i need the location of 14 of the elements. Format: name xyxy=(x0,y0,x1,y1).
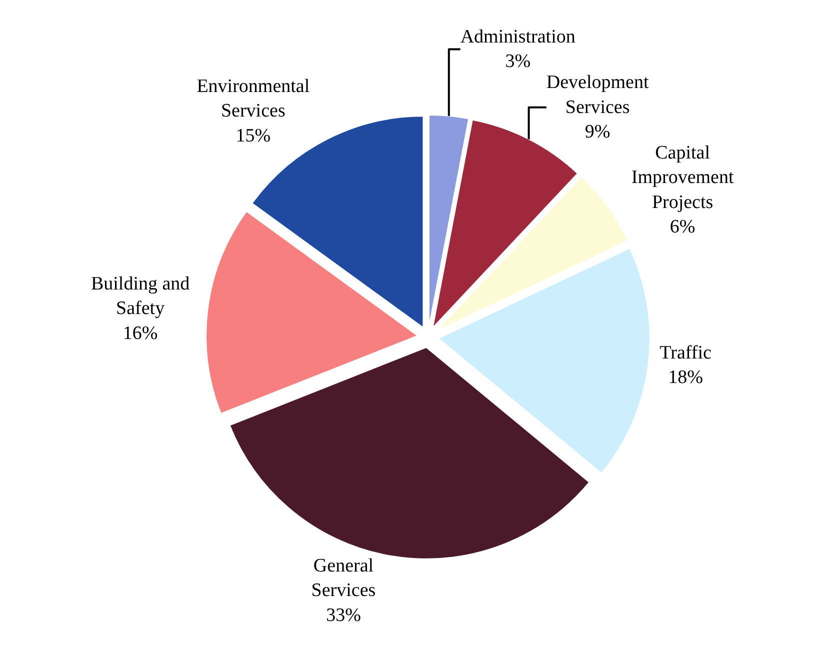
data-label: 33% xyxy=(326,604,362,626)
data-label: 3% xyxy=(505,51,531,72)
data-label: 16% xyxy=(122,322,158,344)
slice-label: Traffic xyxy=(660,342,712,364)
data-label: 6% xyxy=(670,216,696,238)
slice-label: Development Services xyxy=(546,72,650,118)
slice-label: Building and Safety xyxy=(90,273,190,320)
slice-label: General Services xyxy=(311,555,376,602)
data-label: 9% xyxy=(584,122,610,143)
slice-label: Administration xyxy=(460,26,576,48)
slice-label: Capital Improvement Projects xyxy=(631,142,734,213)
data-label: 18% xyxy=(668,367,704,388)
slice-label: Environmental Services xyxy=(196,76,310,122)
data-label: 15% xyxy=(236,125,271,146)
